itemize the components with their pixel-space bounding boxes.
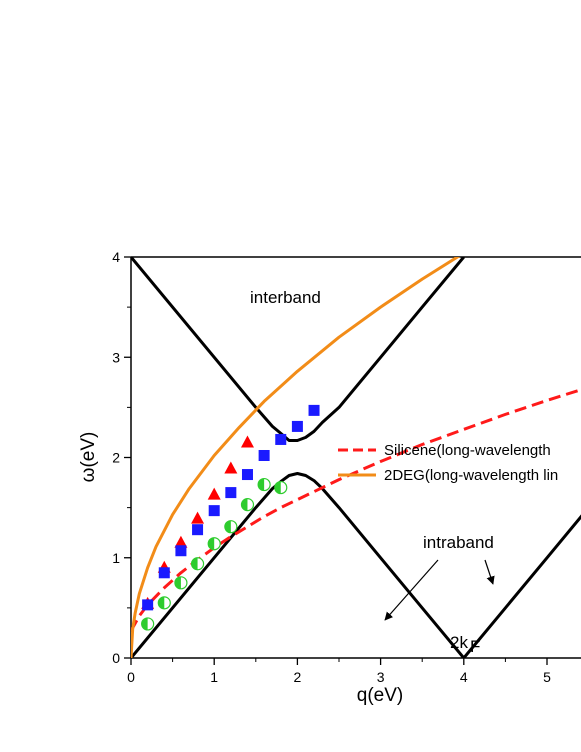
green-half-circles-point-7 xyxy=(257,477,271,492)
x-tick-label-2: 2 xyxy=(294,669,302,685)
x-tick-label-5: 5 xyxy=(543,669,551,685)
marker-layer xyxy=(141,404,320,631)
green-half-circles-point-2 xyxy=(174,576,188,590)
blue-squares-point-0 xyxy=(142,599,154,611)
interband-edge-line xyxy=(131,257,465,442)
x-tick-label-0: 0 xyxy=(127,669,135,685)
blue-squares-point-2 xyxy=(175,545,187,557)
blue-squares-point-7 xyxy=(258,449,270,461)
legend-label-2deg: 2DEG(long-wavelength lin xyxy=(384,467,558,484)
green-half-circles-point-3 xyxy=(190,557,205,571)
legend: Silicene(long-wavelength 2DEG(long-wavel… xyxy=(338,442,558,484)
red-triangles-point-4 xyxy=(207,487,221,500)
blue-squares-point-6 xyxy=(241,469,253,481)
two-kf-label: 2k F xyxy=(450,633,480,656)
two-kf-main: 2k xyxy=(450,633,468,652)
series-line-0 xyxy=(131,388,581,632)
green-half-circles-point-8 xyxy=(274,480,288,495)
blue-squares-point-1 xyxy=(158,567,170,579)
green-half-circles-point-1 xyxy=(157,596,171,610)
two-kf-sub: F xyxy=(470,637,480,656)
blue-squares-point-9 xyxy=(291,420,303,432)
green-half-circles-point-0 xyxy=(141,617,155,631)
y-tick-label-1: 1 xyxy=(112,550,120,566)
series-layer xyxy=(131,257,581,658)
legend-label-silicene: Silicene(long-wavelength xyxy=(384,442,551,459)
x-axis-label: q(eV) xyxy=(357,685,403,706)
x-tick-label-3: 3 xyxy=(377,669,385,685)
blue-squares-point-10 xyxy=(308,404,320,416)
red-triangles-point-5 xyxy=(224,461,238,474)
y-axis-label: ω(eV) xyxy=(78,432,99,483)
intraband-arrow-left xyxy=(384,559,439,621)
intraband-label: intraband xyxy=(423,533,494,552)
y-tick-label-3: 3 xyxy=(112,349,120,365)
ticks: 0 1 2 3 4 5 0 1 2 3 4 xyxy=(112,249,551,685)
red-triangles-point-6 xyxy=(240,435,254,448)
green-half-circles-point-5 xyxy=(224,520,238,534)
interband-label: interband xyxy=(250,288,321,307)
green-half-circles-point-4 xyxy=(207,537,221,551)
y-tick-label-2: 2 xyxy=(112,450,120,466)
red-triangles-point-2 xyxy=(174,535,188,548)
series-line-1 xyxy=(131,257,461,658)
intraband-arrow-right xyxy=(484,559,495,585)
blue-squares-point-5 xyxy=(225,487,237,499)
x-tick-label-4: 4 xyxy=(460,669,468,685)
red-triangles-point-3 xyxy=(191,511,205,524)
blue-squares-point-4 xyxy=(208,505,220,517)
x-tick-label-1: 1 xyxy=(210,669,218,685)
y-tick-label-0: 0 xyxy=(112,650,120,666)
blue-squares-point-8 xyxy=(275,433,287,445)
y-tick-label-4: 4 xyxy=(112,249,120,265)
blue-squares-point-3 xyxy=(192,524,204,536)
green-half-circles-point-6 xyxy=(240,498,255,512)
